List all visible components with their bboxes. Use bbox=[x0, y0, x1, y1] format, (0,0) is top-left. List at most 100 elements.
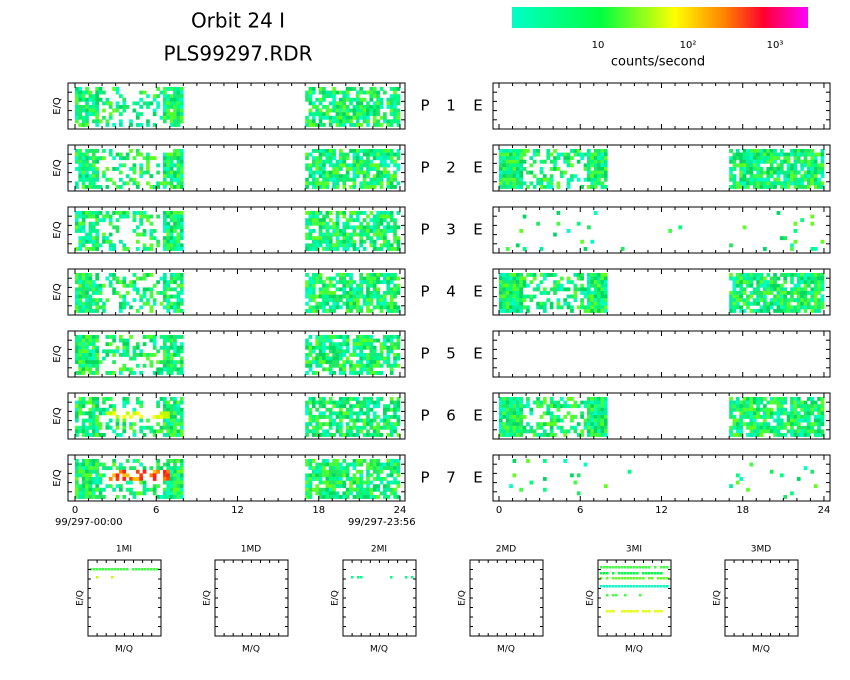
heat-cell bbox=[519, 298, 523, 303]
heat-cell bbox=[597, 298, 601, 303]
heat-cell bbox=[593, 174, 598, 179]
heat-cell bbox=[75, 462, 79, 467]
heat-cell bbox=[372, 174, 377, 179]
heat-cell bbox=[352, 97, 357, 102]
heat-cell bbox=[149, 335, 154, 339]
heat-cell bbox=[125, 174, 130, 179]
heat-cell bbox=[362, 280, 367, 285]
heat-cell bbox=[793, 181, 798, 186]
heat-cell bbox=[318, 345, 323, 350]
heat-cell bbox=[318, 342, 323, 347]
heat-cell bbox=[749, 156, 754, 161]
heat-cell bbox=[305, 119, 309, 124]
heat-cell bbox=[81, 276, 86, 281]
heat-cell bbox=[349, 429, 353, 434]
heat-cell bbox=[739, 309, 744, 313]
heat-cell bbox=[359, 349, 364, 354]
heat-cell bbox=[766, 411, 771, 416]
heat-cell bbox=[173, 225, 177, 230]
heat-cell bbox=[739, 283, 744, 288]
heat-cell bbox=[81, 105, 86, 109]
heat-cell bbox=[355, 411, 360, 416]
heat-cell bbox=[379, 214, 384, 219]
heat-cell bbox=[499, 422, 503, 427]
heat-cell bbox=[129, 280, 133, 285]
heat-cell bbox=[166, 221, 171, 226]
heat-cell bbox=[396, 152, 401, 157]
heat-cell bbox=[305, 363, 309, 368]
heat-cell bbox=[85, 287, 89, 292]
heat-cell bbox=[88, 232, 93, 237]
heat-cell bbox=[366, 108, 370, 113]
heat-cell bbox=[752, 156, 757, 161]
heat-cell bbox=[389, 397, 394, 401]
heat-cell bbox=[176, 247, 181, 251]
heat-cell bbox=[156, 94, 160, 99]
heat-cell bbox=[587, 422, 591, 427]
heat-cell bbox=[372, 356, 377, 361]
heat-cell bbox=[95, 353, 99, 357]
heat-cell bbox=[315, 487, 320, 492]
heat-cell bbox=[85, 429, 89, 434]
heat-cell bbox=[600, 185, 605, 189]
heat-cell bbox=[179, 273, 184, 277]
heat-cell bbox=[372, 221, 377, 226]
heat-cell bbox=[81, 349, 86, 354]
heat-cell bbox=[756, 407, 760, 412]
heat-cell bbox=[729, 415, 733, 419]
heat-cell bbox=[813, 177, 818, 182]
heat-cell bbox=[115, 218, 120, 223]
panel-frame bbox=[67, 82, 406, 130]
heat-cell bbox=[78, 342, 83, 347]
heat-cell bbox=[88, 477, 93, 481]
heat-cell bbox=[393, 239, 397, 244]
heat-cell bbox=[311, 298, 316, 303]
heat-cell bbox=[322, 301, 326, 306]
heat-cell bbox=[322, 221, 326, 226]
heat-cell bbox=[152, 283, 157, 288]
heat-cell bbox=[573, 425, 578, 430]
heat-cell bbox=[91, 433, 96, 437]
heat-cell bbox=[779, 407, 784, 412]
heat-cell bbox=[549, 152, 554, 157]
heat-cell bbox=[817, 407, 821, 412]
heat-cell bbox=[179, 356, 184, 361]
heat-cell bbox=[756, 149, 760, 153]
heat-cell bbox=[349, 291, 353, 295]
heat-cell bbox=[505, 305, 510, 310]
heat-cell bbox=[322, 163, 326, 168]
heat-cell bbox=[98, 473, 103, 478]
heat-cell bbox=[549, 167, 554, 171]
heat-cell bbox=[173, 422, 177, 427]
heat-cell bbox=[502, 298, 507, 303]
heat-cell bbox=[769, 415, 774, 419]
heat-cell bbox=[112, 335, 116, 339]
heat-cell bbox=[339, 411, 343, 416]
panel-number: 1 bbox=[446, 97, 456, 115]
heat-cell bbox=[119, 309, 123, 313]
heat-cell bbox=[318, 167, 323, 171]
heat-cell bbox=[75, 156, 79, 161]
heat-cell bbox=[308, 229, 313, 233]
heat-cell bbox=[362, 356, 367, 361]
heat-cell bbox=[372, 225, 377, 230]
heat-cell bbox=[759, 400, 764, 405]
heat-cell bbox=[169, 356, 174, 361]
heat-cell bbox=[169, 480, 174, 485]
heat-cell bbox=[146, 301, 150, 306]
heat-cell bbox=[759, 425, 764, 430]
heat-cell bbox=[512, 294, 517, 299]
heat-cell bbox=[335, 280, 340, 285]
heat-cell bbox=[85, 367, 89, 372]
heat-cell bbox=[396, 404, 401, 409]
heat-cell bbox=[135, 211, 140, 215]
heat-cell bbox=[88, 90, 93, 95]
heat-cell bbox=[152, 469, 157, 474]
heat-cell bbox=[129, 491, 133, 496]
heat-cell bbox=[98, 218, 103, 223]
heat-cell bbox=[81, 309, 86, 313]
heat-cell bbox=[590, 400, 595, 405]
heat-cell bbox=[355, 90, 360, 95]
heat-cell bbox=[349, 123, 353, 127]
heat-cell bbox=[742, 276, 747, 281]
